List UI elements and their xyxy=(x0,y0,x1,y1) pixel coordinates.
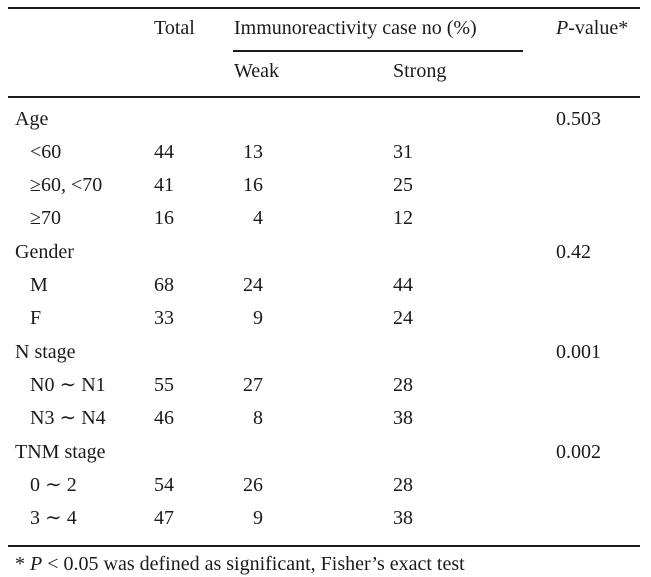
group-label-age: Age xyxy=(15,108,49,130)
row-total: 46 xyxy=(154,407,174,429)
row-total: 33 xyxy=(154,307,174,329)
row-strong: 38 xyxy=(393,507,413,529)
row-weak: 13 xyxy=(243,141,263,163)
group-label-tnm-stage: TNM stage xyxy=(15,441,106,463)
row-weak: 27 xyxy=(243,374,263,396)
row-total: 55 xyxy=(154,374,174,396)
table-mid-rule xyxy=(8,96,640,98)
row-label: N0 ∼ N1 xyxy=(30,374,106,396)
row-label: 3 ∼ 4 xyxy=(30,507,77,529)
row-strong: 25 xyxy=(393,174,413,196)
header-p-suffix: -value* xyxy=(568,17,629,39)
row-label: ≥60, <70 xyxy=(30,174,103,196)
row-weak: 8 xyxy=(253,407,263,429)
header-p-symbol: P xyxy=(556,17,569,39)
table-top-rule xyxy=(8,7,640,9)
header-group-rule xyxy=(233,50,523,52)
row-strong: 24 xyxy=(393,307,413,329)
row-weak: 4 xyxy=(253,207,263,229)
p-value-age: 0.503 xyxy=(556,108,601,130)
row-strong: 38 xyxy=(393,407,413,429)
footnote-p-symbol: P xyxy=(30,553,43,575)
header-p-value: P-value* xyxy=(556,16,628,40)
row-strong: 28 xyxy=(393,474,413,496)
p-value-n-stage: 0.001 xyxy=(556,341,601,363)
p-value-tnm-stage: 0.002 xyxy=(556,441,601,463)
row-total: 44 xyxy=(154,141,174,163)
row-label: ≥70 xyxy=(30,207,61,229)
row-weak: 24 xyxy=(243,274,263,296)
row-weak: 9 xyxy=(253,307,263,329)
group-label-n-stage: N stage xyxy=(15,341,76,363)
group-label-gender: Gender xyxy=(15,241,74,263)
row-label: N3 ∼ N4 xyxy=(30,407,106,429)
p-value-gender: 0.42 xyxy=(556,241,591,263)
row-strong: 31 xyxy=(393,141,413,163)
row-label: 0 ∼ 2 xyxy=(30,474,77,496)
row-strong: 28 xyxy=(393,374,413,396)
header-weak: Weak xyxy=(234,60,280,82)
row-strong: 12 xyxy=(393,207,413,229)
table-footnote: * P < 0.05 was defined as significant, F… xyxy=(15,552,465,576)
table-bottom-rule xyxy=(8,545,640,547)
footnote-star: * xyxy=(15,553,25,575)
footnote-text: < 0.05 was defined as significant, Fishe… xyxy=(47,553,465,575)
header-immunoreactivity: Immunoreactivity case no (%) xyxy=(234,17,477,39)
row-weak: 26 xyxy=(243,474,263,496)
row-total: 16 xyxy=(154,207,174,229)
row-weak: 9 xyxy=(253,507,263,529)
row-label: <60 xyxy=(30,141,62,163)
row-total: 68 xyxy=(154,274,174,296)
row-total: 47 xyxy=(154,507,174,529)
row-total: 41 xyxy=(154,174,174,196)
header-total: Total xyxy=(154,17,195,39)
row-total: 54 xyxy=(154,474,174,496)
row-label: M xyxy=(30,274,48,296)
row-label: F xyxy=(30,307,42,329)
row-weak: 16 xyxy=(243,174,263,196)
row-strong: 44 xyxy=(393,274,413,296)
header-strong: Strong xyxy=(393,60,447,82)
